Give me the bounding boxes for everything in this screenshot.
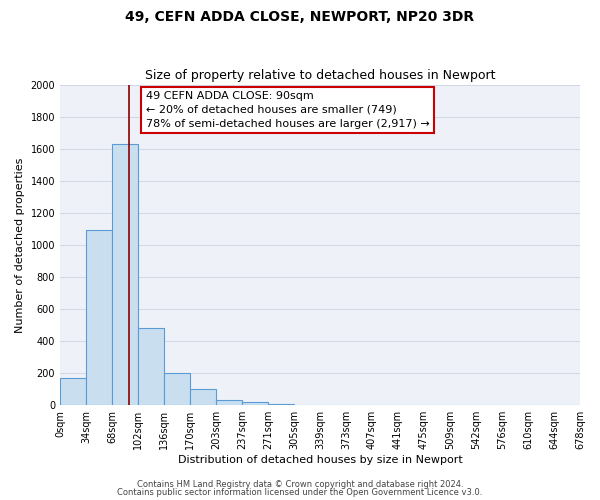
Bar	[112, 144, 138, 405]
Bar	[216, 400, 242, 405]
Bar	[268, 404, 294, 405]
Text: Contains HM Land Registry data © Crown copyright and database right 2024.: Contains HM Land Registry data © Crown c…	[137, 480, 463, 489]
Bar	[86, 230, 112, 405]
Bar	[242, 402, 268, 405]
Bar	[190, 389, 216, 405]
Text: 49 CEFN ADDA CLOSE: 90sqm
← 20% of detached houses are smaller (749)
78% of semi: 49 CEFN ADDA CLOSE: 90sqm ← 20% of detac…	[146, 91, 430, 129]
Bar	[164, 373, 190, 405]
Bar	[60, 378, 86, 405]
Text: Contains public sector information licensed under the Open Government Licence v3: Contains public sector information licen…	[118, 488, 482, 497]
Title: Size of property relative to detached houses in Newport: Size of property relative to detached ho…	[145, 69, 495, 82]
Y-axis label: Number of detached properties: Number of detached properties	[15, 157, 25, 332]
Bar	[138, 328, 164, 405]
Text: 49, CEFN ADDA CLOSE, NEWPORT, NP20 3DR: 49, CEFN ADDA CLOSE, NEWPORT, NP20 3DR	[125, 10, 475, 24]
X-axis label: Distribution of detached houses by size in Newport: Distribution of detached houses by size …	[178, 455, 463, 465]
